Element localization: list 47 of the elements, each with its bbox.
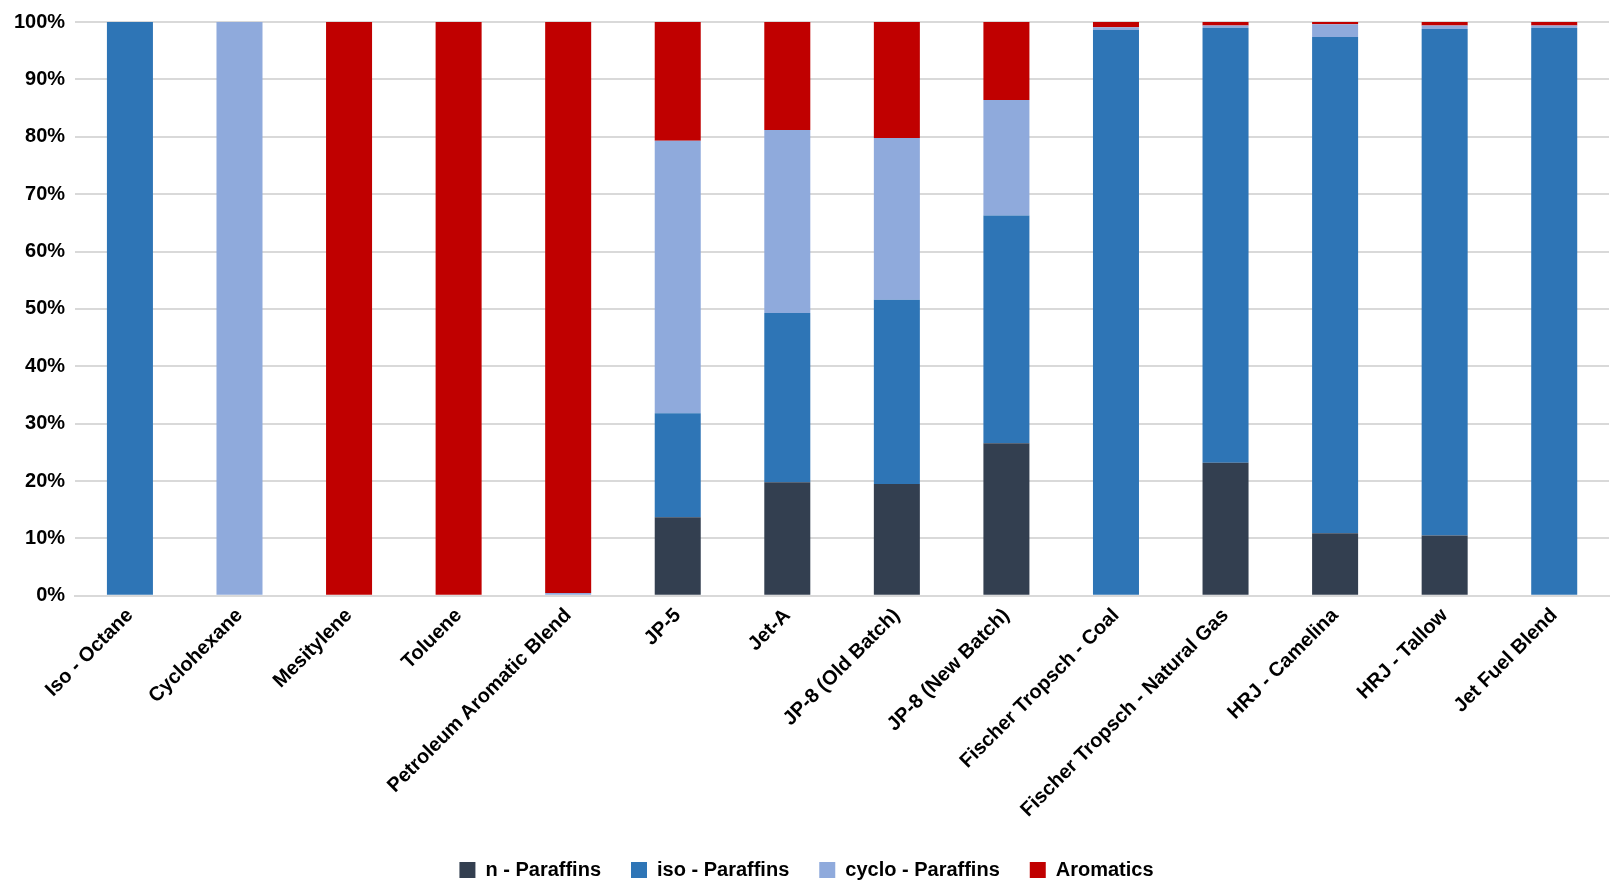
bar xyxy=(545,22,592,593)
bar xyxy=(764,482,811,595)
y-tick-label: 20% xyxy=(25,468,66,491)
bar xyxy=(873,22,920,138)
bar xyxy=(1421,535,1468,595)
y-tick-label: 40% xyxy=(25,353,66,376)
y-tick-label: 60% xyxy=(25,239,66,262)
bar xyxy=(1202,462,1249,595)
bar xyxy=(983,443,1030,595)
legend-label: iso - Paraffins xyxy=(657,857,790,880)
bar xyxy=(1421,28,1468,536)
bar xyxy=(654,413,701,518)
bar xyxy=(764,22,811,130)
bar xyxy=(1202,27,1249,463)
bar xyxy=(1312,24,1359,37)
bar xyxy=(106,22,153,595)
bar xyxy=(1531,27,1578,595)
bar xyxy=(654,22,701,141)
bar xyxy=(764,312,811,483)
bar xyxy=(873,483,920,595)
bar xyxy=(1092,30,1139,595)
legend-label: Aromatics xyxy=(1055,857,1154,880)
y-tick-label: 0% xyxy=(36,583,66,606)
bar xyxy=(873,137,920,300)
bar xyxy=(1092,27,1139,31)
bar xyxy=(435,22,482,595)
bar xyxy=(216,22,263,595)
y-tick-label: 80% xyxy=(25,124,66,147)
y-tick-label: 10% xyxy=(25,525,66,548)
bar xyxy=(654,517,701,595)
y-tick-label: 70% xyxy=(25,181,66,204)
y-tick-label: 90% xyxy=(25,66,66,89)
bar xyxy=(326,22,373,595)
y-tick-label: 50% xyxy=(25,296,66,319)
bar xyxy=(983,100,1030,216)
bar xyxy=(1312,36,1359,534)
y-tick-label: 30% xyxy=(25,411,66,434)
y-tick-label: 100% xyxy=(14,9,66,32)
bar xyxy=(764,129,811,313)
legend-label: cyclo - Paraffins xyxy=(845,857,1000,880)
bar xyxy=(654,140,701,414)
legend-label: n - Paraffins xyxy=(485,857,601,880)
bar xyxy=(1312,533,1359,595)
bar xyxy=(983,215,1030,444)
bar xyxy=(1092,22,1139,28)
bar xyxy=(873,299,920,484)
bar xyxy=(983,22,1030,101)
